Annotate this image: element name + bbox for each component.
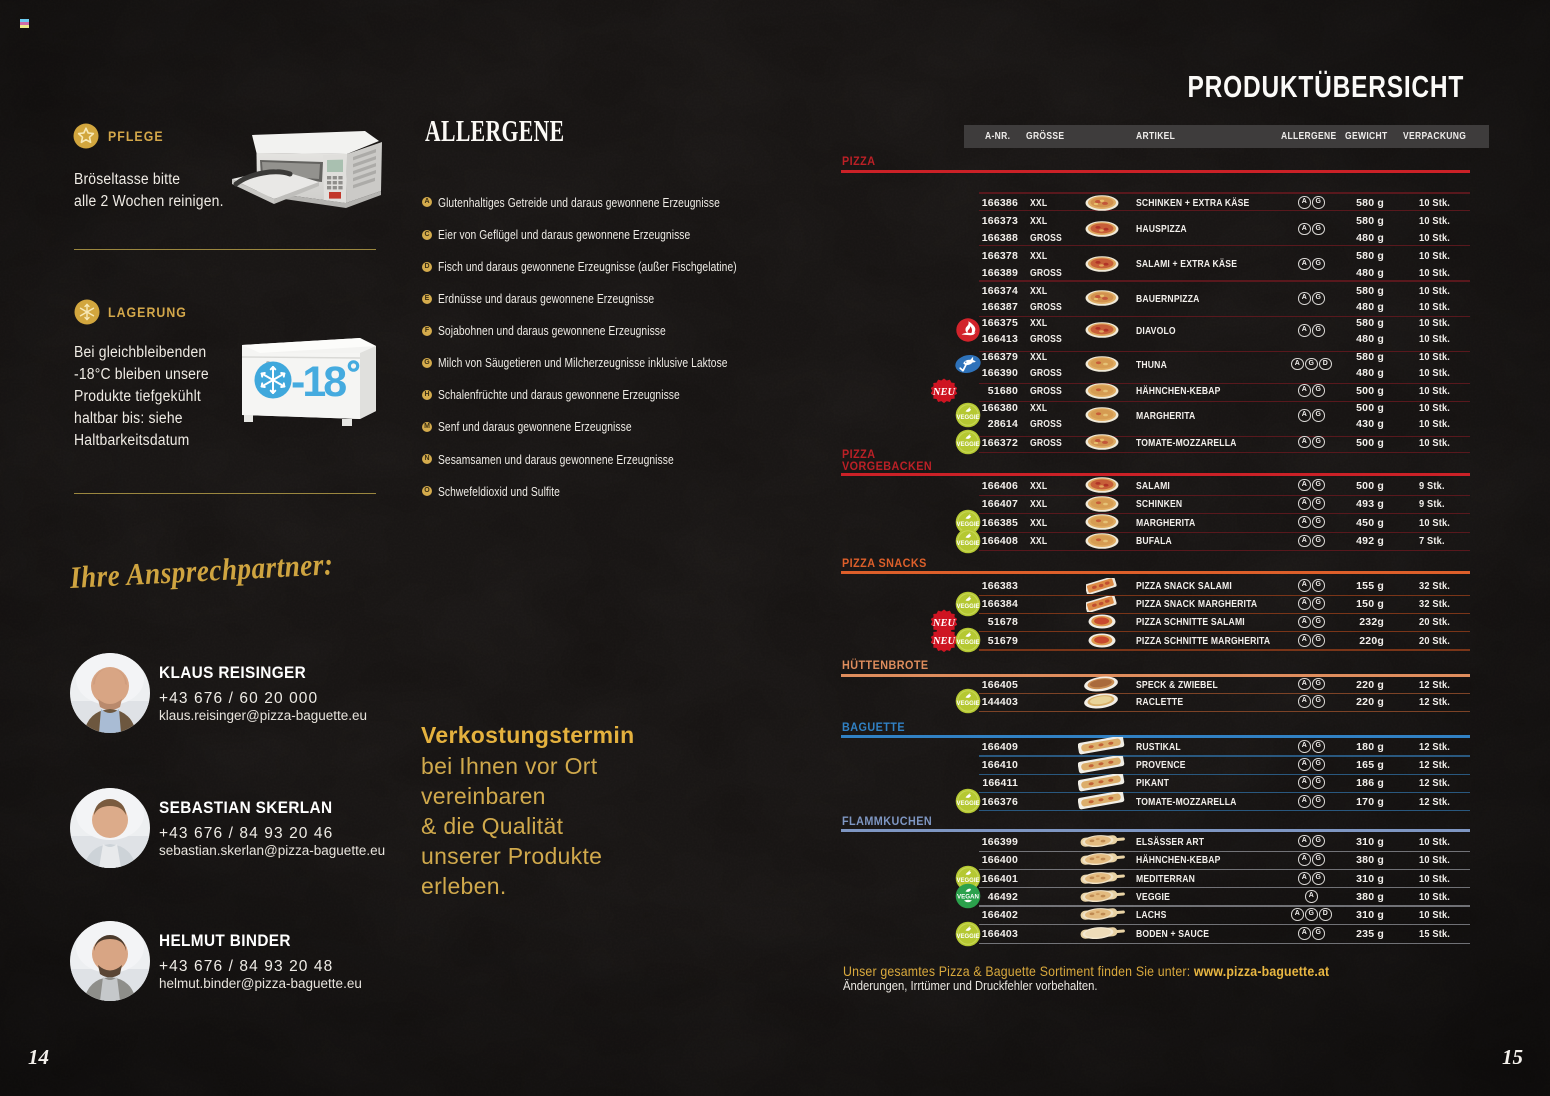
svg-text:-18: -18	[291, 358, 346, 406]
